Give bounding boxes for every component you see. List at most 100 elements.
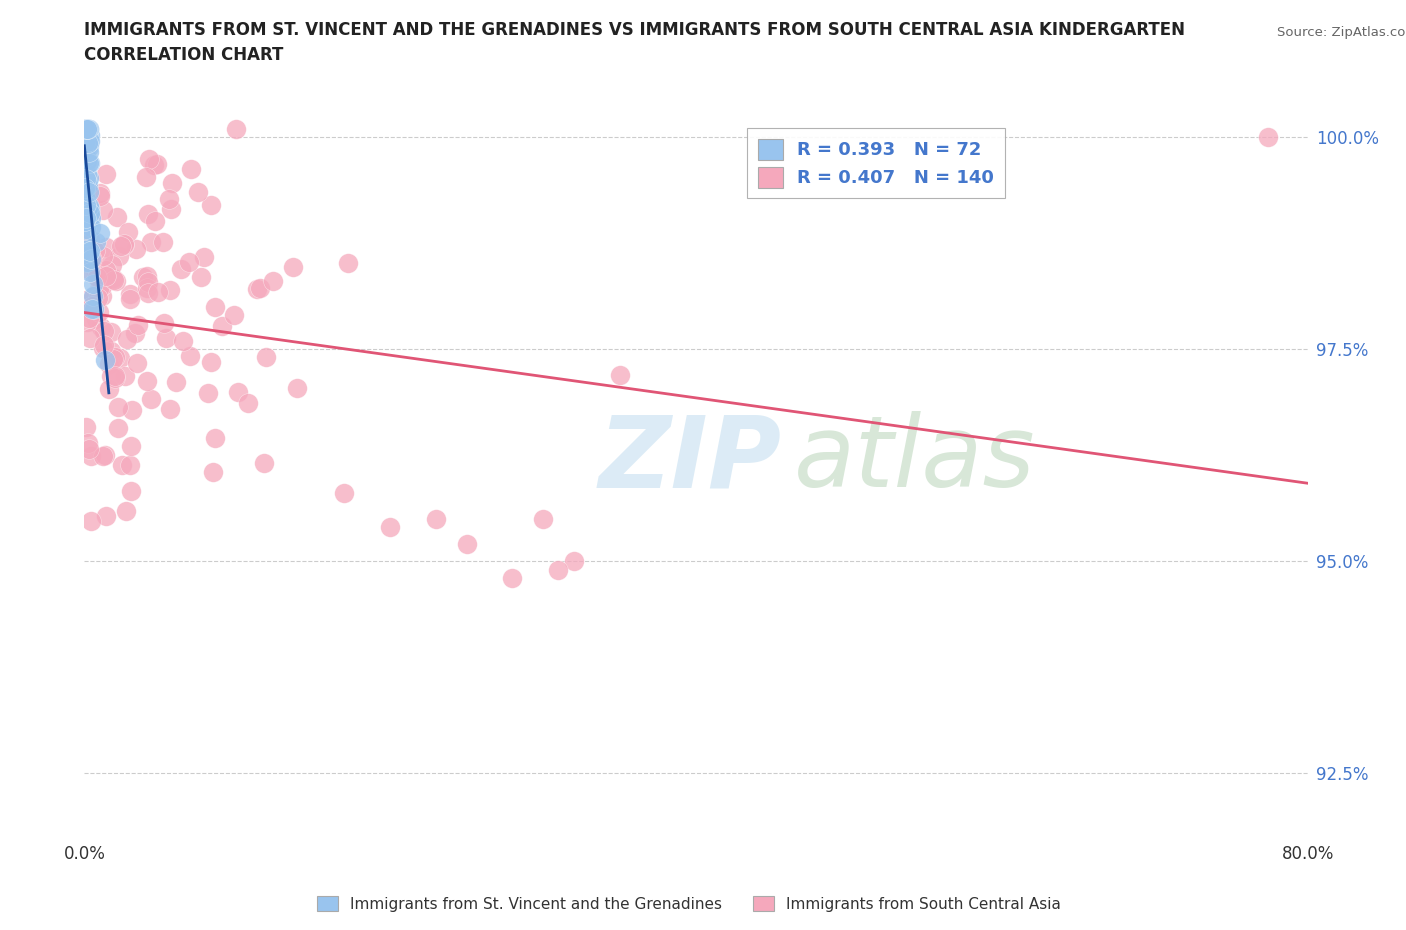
Point <box>547 563 569 578</box>
Point <box>91 449 114 464</box>
Point <box>160 202 183 217</box>
Point <box>135 170 157 185</box>
Point <box>79 134 101 149</box>
Legend: Immigrants from St. Vincent and the Grenadines, Immigrants from South Central As: Immigrants from St. Vincent and the Gren… <box>311 889 1067 918</box>
Point <box>187 184 209 199</box>
Legend: R = 0.393   N = 72, R = 0.407   N = 140: R = 0.393 N = 72, R = 0.407 N = 140 <box>747 128 1005 198</box>
Point <box>139 392 162 406</box>
Point <box>75 121 97 136</box>
Point <box>111 458 134 473</box>
Text: atlas: atlas <box>794 411 1035 509</box>
Point <box>118 292 141 307</box>
Point <box>73 183 96 198</box>
Point <box>76 121 98 136</box>
Point <box>152 234 174 249</box>
Point <box>79 264 101 279</box>
Text: IMMIGRANTS FROM ST. VINCENT AND THE GRENADINES VS IMMIGRANTS FROM SOUTH CENTRAL : IMMIGRANTS FROM ST. VINCENT AND THE GREN… <box>84 21 1185 39</box>
Point <box>83 301 105 316</box>
Point <box>75 192 97 206</box>
Point <box>93 324 115 339</box>
Point <box>77 156 100 171</box>
Point <box>98 356 121 371</box>
Point <box>75 243 97 258</box>
Point <box>281 259 304 274</box>
Point <box>190 269 212 284</box>
Point <box>96 166 118 181</box>
Point <box>80 256 103 271</box>
Point <box>110 239 132 254</box>
Point <box>75 155 97 170</box>
Point <box>262 273 284 288</box>
Point <box>125 241 148 256</box>
Point <box>76 203 98 218</box>
Point <box>502 571 524 586</box>
Point <box>75 129 97 144</box>
Point <box>136 286 159 300</box>
Point <box>75 210 97 225</box>
Point <box>76 315 98 330</box>
Point <box>120 484 142 498</box>
Point <box>91 248 114 263</box>
Point <box>136 373 159 388</box>
Point <box>79 202 101 217</box>
Point <box>75 154 97 169</box>
Point <box>135 269 157 284</box>
Point <box>75 229 97 244</box>
Point <box>115 332 138 347</box>
Point <box>333 486 356 501</box>
Point <box>79 140 101 154</box>
Point <box>138 151 160 166</box>
Point <box>77 121 100 136</box>
Point <box>77 144 100 159</box>
Point <box>157 192 180 206</box>
Point <box>93 447 115 462</box>
Point <box>77 199 100 214</box>
Point <box>80 513 103 528</box>
Point <box>84 244 107 259</box>
Point <box>76 166 98 181</box>
Point <box>80 448 103 463</box>
Point <box>75 171 97 186</box>
Point <box>77 441 100 456</box>
Point <box>89 189 111 204</box>
Point <box>75 221 97 236</box>
Point <box>91 203 114 218</box>
Point <box>114 368 136 383</box>
Point <box>82 276 104 291</box>
Point <box>136 274 159 289</box>
Point <box>103 272 125 287</box>
Point <box>79 244 101 259</box>
Point <box>143 214 166 229</box>
Point <box>87 290 110 305</box>
Point <box>246 282 269 297</box>
Point <box>77 435 100 450</box>
Text: CORRELATION CHART: CORRELATION CHART <box>84 46 284 64</box>
Point <box>89 185 111 200</box>
Point <box>146 285 169 299</box>
Point <box>153 315 176 330</box>
Point <box>609 367 631 382</box>
Point <box>77 204 100 219</box>
Point <box>120 286 142 301</box>
Point <box>87 281 110 296</box>
Point <box>76 121 98 136</box>
Point <box>73 121 96 136</box>
Point <box>91 341 114 356</box>
Point <box>100 369 122 384</box>
Point <box>75 123 97 138</box>
Point <box>77 178 100 193</box>
Point <box>107 420 129 435</box>
Point <box>1257 129 1279 144</box>
Point <box>89 305 111 320</box>
Point <box>105 210 128 225</box>
Point <box>112 237 135 252</box>
Point <box>177 255 200 270</box>
Point <box>336 256 359 271</box>
Point <box>75 150 97 165</box>
Point <box>79 251 101 266</box>
Point <box>76 121 98 136</box>
Point <box>100 258 122 272</box>
Point <box>77 185 100 200</box>
Point <box>80 263 103 278</box>
Text: Source: ZipAtlas.com: Source: ZipAtlas.com <box>1278 26 1406 39</box>
